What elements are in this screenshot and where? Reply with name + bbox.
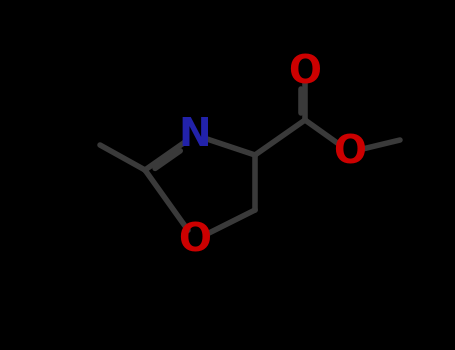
Text: N: N: [179, 116, 211, 154]
Text: O: O: [334, 133, 366, 171]
Text: O: O: [288, 53, 322, 91]
Text: O: O: [178, 221, 212, 259]
